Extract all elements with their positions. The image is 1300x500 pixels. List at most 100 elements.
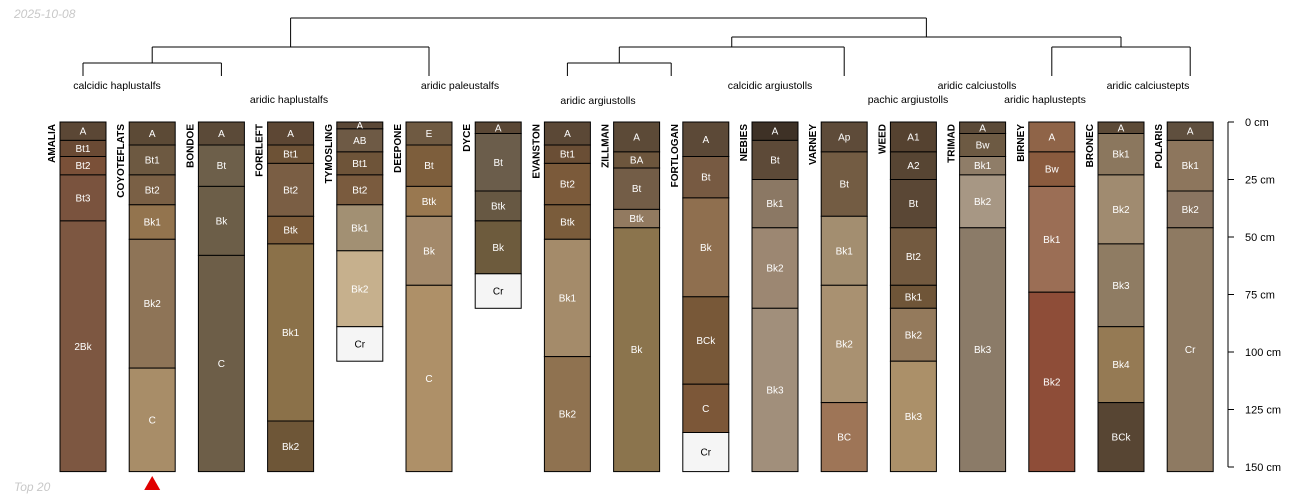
horizon-label: Bt: [424, 161, 434, 172]
horizon-label: Bk1: [905, 292, 923, 303]
profile-name: EVANSTON: [531, 124, 542, 179]
dendrogram: [82, 17, 1191, 76]
horizon-label: Bw: [1045, 165, 1060, 176]
profile-foreleft: A Bt1 Bt2 Btk Bk1 Bk2 FORELEFT: [255, 121, 315, 473]
horizon-label: Bk3: [905, 412, 923, 423]
horizon-label: Bk2: [282, 442, 300, 453]
horizon-label: Bk: [492, 243, 505, 254]
horizon-label: Bk3: [974, 345, 992, 356]
horizon-bt1: [128, 144, 176, 176]
horizon-label: A: [564, 129, 571, 140]
horizon-label: Cr: [1185, 345, 1196, 356]
horizon-label: Bk2: [766, 264, 784, 275]
profile-name: BIRNEY: [1016, 124, 1027, 162]
profile-fortlogan: A Bt Bk BCk C Cr FORTLOGAN: [670, 121, 730, 473]
horizon-label: Bt1: [75, 144, 90, 155]
horizon-bk1: [1028, 185, 1076, 293]
horizon-c: [197, 254, 245, 473]
taxonomy-label: calcidic haplustalfs: [73, 80, 161, 92]
profile-name: BONDOE: [185, 124, 196, 168]
caption-label: Top 20: [14, 480, 51, 494]
horizon-c: [405, 284, 453, 473]
taxonomy-label: aridic calciustepts: [1107, 80, 1190, 92]
horizon-label: 2Bk: [74, 342, 92, 353]
horizon-label: Bt: [909, 199, 919, 210]
horizon-label: A1: [907, 132, 920, 143]
horizon-bt: [613, 167, 661, 210]
horizon-bk2: [1166, 190, 1214, 229]
horizon-label: Bk2: [974, 197, 992, 208]
profile-amalia: A Bt1 Bt2 Bt3 2Bk AMALIA: [47, 121, 107, 473]
depth-tick-label: 75 cm: [1245, 290, 1275, 302]
profile-polaris: A Bk1 Bk2 Cr POLARIS: [1154, 121, 1214, 473]
horizon-bck: [1097, 402, 1145, 473]
horizon-bk2: [1097, 174, 1145, 245]
depth-tick-label: 50 cm: [1245, 232, 1275, 244]
profile-name: TYMOSLING: [324, 124, 335, 184]
horizon-label: Cr: [701, 448, 712, 459]
horizon-label: Btk: [560, 218, 575, 229]
profile-name: DEEPONE: [393, 124, 404, 173]
horizon-bc: [820, 402, 868, 473]
depth-tick-label: 0 cm: [1245, 117, 1269, 129]
taxonomy-label: pachic argiustolls: [868, 94, 949, 106]
depth-tick-label: 25 cm: [1245, 175, 1275, 187]
horizon-label: Bk1: [1112, 150, 1130, 161]
profile-name: POLARIS: [1154, 124, 1165, 169]
horizon-bk2: [336, 250, 384, 328]
horizon-c: [682, 383, 730, 434]
horizon-bt: [820, 151, 868, 217]
horizon-label: Cr: [493, 287, 504, 298]
horizon-label: BC: [837, 433, 851, 444]
profile-nebies: A Bt Bk1 Bk2 Bk3 NEBIES: [739, 121, 799, 473]
horizon-label: Bk2: [351, 284, 369, 295]
depth-tick-label: 125 cm: [1245, 405, 1281, 417]
horizon-label: Bk1: [559, 293, 577, 304]
horizon-label: Bk1: [351, 223, 369, 234]
horizon-label: A: [1187, 127, 1194, 138]
taxonomy-label: aridic argiustolls: [560, 95, 635, 107]
horizon-bk3: [889, 360, 937, 473]
horizon-label: Bk1: [974, 161, 992, 172]
horizon-label: Bt2: [906, 252, 921, 263]
horizon-label: Bk2: [1112, 205, 1130, 216]
profile-zillman: A BA Bt Btk Bk ZILLMAN: [601, 121, 661, 473]
horizon-label: Btk: [491, 201, 506, 212]
horizon-label: Bk1: [836, 246, 854, 257]
horizon-bk2: [128, 238, 176, 369]
profile-name: TRIMAD: [947, 124, 958, 163]
depth-tick-label: 150 cm: [1245, 462, 1281, 474]
horizon-label: Bk1: [282, 328, 300, 339]
horizon-label: Bt3: [75, 193, 90, 204]
horizon-bk: [613, 227, 661, 473]
horizon-bt: [197, 144, 245, 187]
profile-tymosling: A AB Bt1 Bt2 Bk1 Bk2 Cr TYMOSLING: [324, 121, 384, 362]
horizon-label: Ap: [838, 132, 851, 143]
horizon-bk3: [959, 227, 1007, 473]
horizon-bk3: [1097, 243, 1145, 328]
horizon-cr: [682, 432, 730, 473]
profile-coyoteflats: A Bt1 Bt2 Bk1 Bk2 C COYOTEFLATS: [116, 121, 176, 490]
horizon-label: AB: [353, 136, 367, 147]
horizon-label: Bk3: [1112, 281, 1130, 292]
profiles: A Bt1 Bt2 Bt3 2Bk AMALIA A Bt1 Bt2 Bk1 Bk2 C COYOTEF…: [47, 121, 1214, 490]
horizon-label: Bt: [493, 158, 503, 169]
profile-trimad: A Bw Bk1 Bk2 Bk3 TRIMAD: [947, 121, 1007, 473]
profile-birney: A Bw Bk1 Bk2 BIRNEY: [1016, 121, 1076, 473]
horizon-bt3: [59, 174, 107, 222]
taxonomy-labels: calcidic haplustalfs aridic haplustalfs ar…: [73, 80, 1189, 107]
horizon-label: Bk2: [1182, 205, 1200, 216]
horizon-label: A: [287, 129, 294, 140]
horizon-2bk: [59, 220, 107, 473]
horizon-label: Bk1: [144, 218, 162, 229]
horizon-label: Bk: [423, 246, 436, 257]
profile-name: AMALIA: [47, 124, 58, 163]
horizon-label: Bt2: [145, 185, 160, 196]
horizon-label: Bk1: [1182, 161, 1200, 172]
horizon-bk2: [1028, 291, 1076, 473]
horizon-label: Bt1: [283, 150, 298, 161]
horizon-label: Bt1: [560, 150, 575, 161]
taxonomy-label: aridic paleustalfs: [421, 80, 499, 92]
horizon-label: Bt: [701, 173, 711, 184]
